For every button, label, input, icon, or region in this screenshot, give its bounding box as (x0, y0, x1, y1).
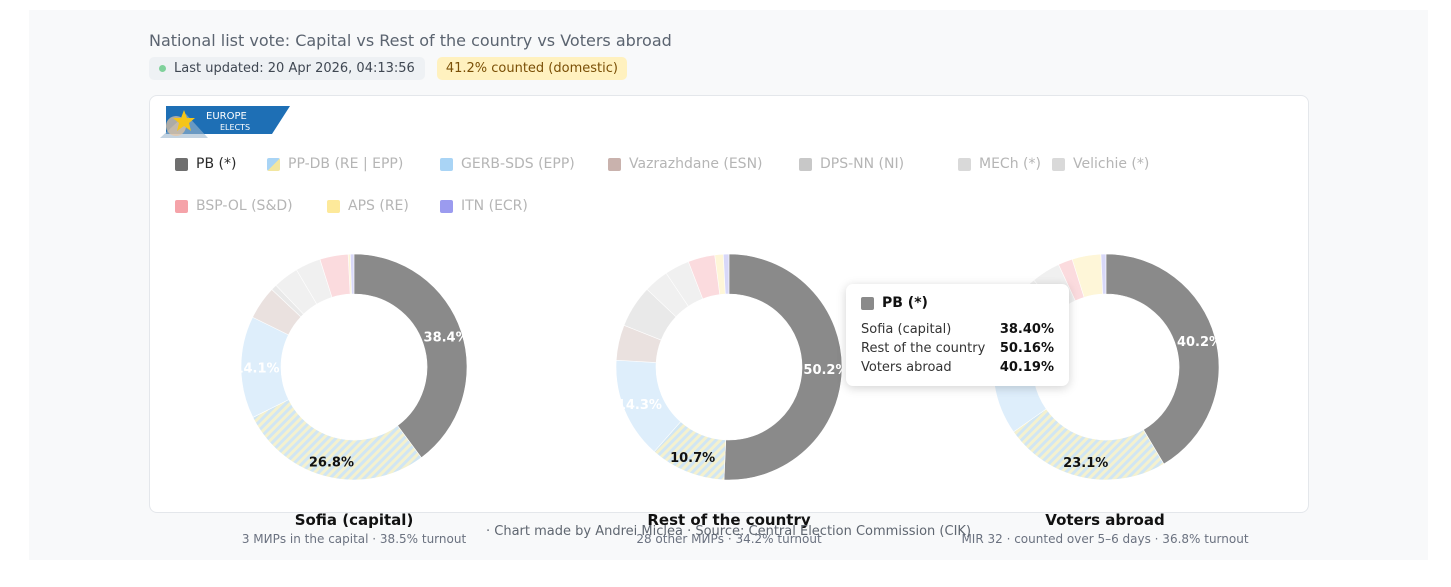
slice-sofia-capital-vazrazhdane-esn[interactable] (252, 289, 302, 336)
legend-swatch-icon (958, 157, 971, 171)
legend-item-mech[interactable]: MECh (*) (958, 156, 1041, 172)
slice-voters-abroad-aps-re[interactable] (1071, 253, 1104, 298)
legend-swatch-icon (327, 199, 340, 213)
slice-value-label: 10.7% (670, 451, 715, 466)
donut-title: Voters abroad (1045, 511, 1165, 529)
legend-label: PP-DB (RE | EPP) (288, 156, 404, 172)
slice-rest-of-the-country-vazrazhdane-esn[interactable] (615, 324, 662, 363)
legend-item-velichie[interactable]: Velichie (*) (1052, 156, 1149, 172)
europe-elects-logo: EUROPE ELECTS (160, 106, 290, 138)
legend-item-aps-re[interactable]: APS (RE) (327, 198, 409, 214)
slice-value-label: 14.3% (617, 398, 662, 413)
donut-title: Sofia (capital) (294, 511, 414, 529)
pb-swatch-icon (861, 296, 874, 310)
slice-sofia-capital-mech[interactable] (275, 269, 318, 315)
svg-text:EUROPE: EUROPE (206, 111, 247, 122)
tooltip-row-value: 40.19% (999, 360, 1054, 375)
slice-sofia-capital-pb[interactable] (353, 253, 468, 459)
slice-rest-of-the-country-dps-nn-ni[interactable] (623, 288, 677, 341)
legend-label: Vazrazhdane (ESN) (629, 156, 763, 172)
slice-rest-of-the-country-mech[interactable] (646, 272, 689, 318)
legend-swatch-icon (608, 157, 621, 171)
donut-subtitle: MIR 32 · counted over 5–6 days · 36.8% t… (961, 532, 1249, 546)
legend-item-bsp-ol-s-d[interactable]: BSP-OL (S&D) (175, 198, 293, 214)
legend-label: Velichie (*) (1073, 156, 1150, 172)
legend-item-pb[interactable]: PB (*) (175, 156, 236, 172)
slice-sofia-capital-aps-re[interactable] (347, 253, 352, 295)
legend-item-gerb-sds-epp[interactable]: GERB-SDS (EPP) (440, 156, 575, 172)
tooltip-row-label: Rest of the country (861, 341, 986, 356)
slice-value-label: 50.2% (803, 363, 848, 378)
legend-label: DPS-NN (NI) (820, 156, 905, 172)
slice-sofia-capital-dps-nn-ni[interactable] (271, 284, 304, 318)
legend-item-itn-ecr[interactable]: ITN (ECR) (440, 198, 528, 214)
slice-sofia-capital-pp-db-re-epp[interactable] (252, 399, 422, 481)
tooltip-row-value: 38.40% (999, 322, 1054, 337)
legend-label: BSP-OL (S&D) (196, 198, 293, 214)
slice-value-label: 14.1% (234, 361, 279, 376)
slice-rest-of-the-country-itn-ecr[interactable] (722, 253, 730, 295)
tooltip-row: Voters abroad 40.19% (861, 358, 1054, 377)
counted-badge: 41.2% counted (domestic) (436, 57, 627, 80)
legend-swatch-icon (175, 157, 188, 171)
legend-label: MECh (*) (979, 156, 1041, 172)
last-updated-badge: Last updated: 20 Apr 2026, 04:13:56 (149, 57, 425, 80)
slice-rest-of-the-country-aps-re[interactable] (714, 253, 726, 295)
chart-credit: · Chart made by Andrei Miclea · Source: … (486, 524, 972, 539)
legend-label: PB (*) (196, 156, 237, 172)
legend-swatch-icon (440, 157, 453, 171)
donut-caption: Rest of the country 28 other МИРs · 34.2%… (529, 511, 929, 546)
donut-subtitle: 28 other МИРs · 34.2% turnout (636, 532, 822, 546)
legend-label: ITN (ECR) (461, 198, 528, 214)
legend-item-dps-nn-ni[interactable]: DPS-NN (NI) (799, 156, 904, 172)
legend-label: GERB-SDS (EPP) (461, 156, 575, 172)
slice-sofia-capital-bsp-ol-s-d[interactable] (319, 253, 351, 298)
slice-rest-of-the-country-bsp-ol-s-d[interactable] (687, 254, 721, 300)
legend-item-vazrazhdane-esn[interactable]: Vazrazhdane (ESN) (608, 156, 763, 172)
slice-value-label: 23.1% (1063, 456, 1108, 471)
legend-swatch-icon (267, 157, 280, 171)
donut-caption: Sofia (capital) 3 МИРs in the capital · 3… (154, 511, 554, 546)
slice-sofia-capital-gerb-sds-epp[interactable] (240, 316, 290, 418)
slice-voters-abroad-pp-db-re-epp[interactable] (1013, 408, 1165, 481)
slice-voters-abroad-bsp-ol-s-d[interactable] (1058, 258, 1085, 302)
tooltip-title: PB (*) (882, 295, 928, 311)
legend-label: APS (RE) (348, 198, 409, 214)
donut-caption: Voters abroad MIR 32 · counted over 5–6 d… (905, 511, 1305, 546)
slice-rest-of-the-country-velichie[interactable] (665, 261, 704, 307)
tooltip-row-value: 50.16% (999, 341, 1054, 356)
slice-voters-abroad-pb[interactable] (1105, 253, 1220, 465)
slice-rest-of-the-country-pb[interactable] (723, 253, 843, 481)
legend-swatch-icon (175, 199, 188, 213)
slice-rest-of-the-country-gerb-sds-epp[interactable] (615, 359, 682, 453)
slice-voters-abroad-itn-ecr[interactable] (1100, 253, 1107, 295)
last-updated-text: Last updated: 20 Apr 2026, 04:13:56 (174, 61, 415, 76)
legend-swatch-icon (1052, 157, 1065, 171)
donut-title: Rest of the country (647, 511, 811, 529)
tooltip-row-label: Voters abroad (861, 360, 952, 375)
tooltip-row-label: Sofia (capital) (861, 322, 952, 337)
donut-subtitle: 3 МИРs in the capital · 38.5% turnout (241, 532, 467, 546)
slice-value-label: 38.4% (424, 331, 469, 346)
tooltip-row: Rest of the country 50.16% (861, 339, 1054, 358)
slice-rest-of-the-country-pp-db-re-epp[interactable] (653, 421, 727, 481)
slice-sofia-capital-velichie[interactable] (296, 258, 333, 305)
legend-swatch-icon (440, 199, 453, 213)
chart-title: National list vote: Capital vs Rest of t… (149, 31, 672, 50)
slice-sofia-capital-itn-ecr[interactable] (350, 253, 355, 295)
legend-swatch-icon (799, 157, 812, 171)
slice-value-label: 40.2% (1177, 335, 1222, 350)
status-dot-icon (159, 65, 166, 72)
meta-row: Last updated: 20 Apr 2026, 04:13:56 41.2… (149, 57, 627, 80)
svg-text:ELECTS: ELECTS (220, 123, 250, 132)
tooltip-row: Sofia (capital) 38.40% (861, 320, 1054, 339)
legend-item-pp-db-re-epp[interactable]: PP-DB (RE | EPP) (267, 156, 403, 172)
slice-value-label: 26.8% (309, 455, 354, 470)
tooltip-header: PB (*) (861, 295, 1054, 311)
chart-tooltip: PB (*) Sofia (capital) 38.40% Rest of th… (846, 284, 1069, 386)
